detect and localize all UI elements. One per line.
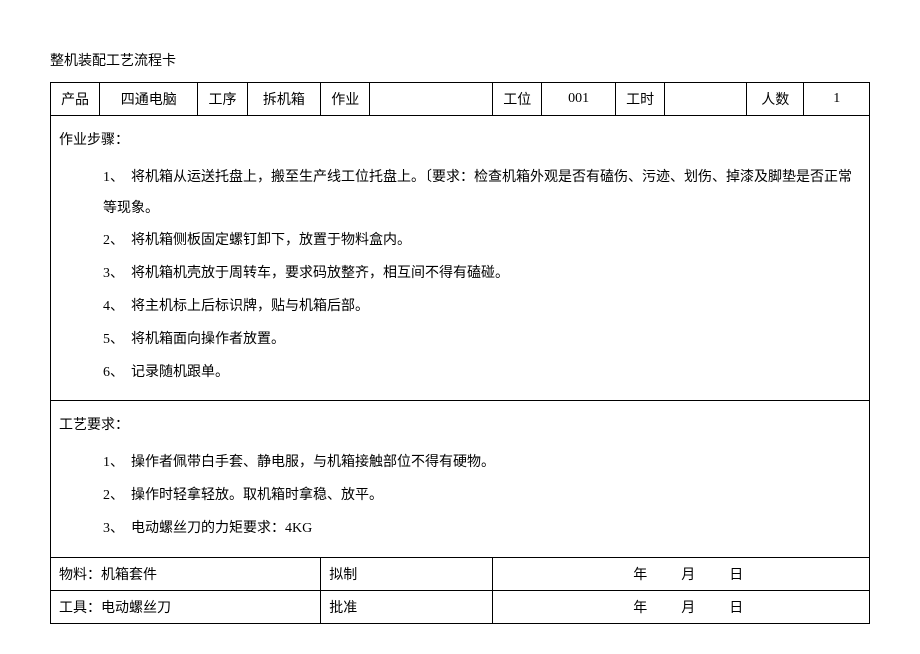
value-operation bbox=[370, 83, 493, 116]
process-card-table: 产品 四通电脑 工序 拆机箱 作业 工位 001 工时 人数 1 作业步骤： 1… bbox=[50, 82, 870, 624]
requirements-row: 工艺要求： 1、操作者佩带白手套、静电服，与机箱接触部位不得有硬物。 2、操作时… bbox=[51, 401, 870, 557]
label-workhour: 工时 bbox=[616, 83, 665, 116]
list-item: 3、将机箱机壳放于周转车，要求码放整齐，相互间不得有磕碰。 bbox=[99, 259, 861, 290]
requirements-heading: 工艺要求： bbox=[59, 411, 861, 442]
step-text: 将机箱机壳放于周转车，要求码放整齐，相互间不得有磕碰。 bbox=[131, 266, 509, 281]
list-item: 5、将机箱面向操作者放置。 bbox=[99, 325, 861, 356]
list-item: 1、将机箱从运送托盘上，搬至生产线工位托盘上。〔要求：检查机箱外观是否有磕伤、污… bbox=[99, 163, 861, 225]
header-row: 产品 四通电脑 工序 拆机箱 作业 工位 001 工时 人数 1 bbox=[51, 83, 870, 116]
approved-date: 年 月 日 bbox=[493, 590, 870, 623]
value-workhour bbox=[665, 83, 747, 116]
list-item: 3、电动螺丝刀的力矩要求：4KG bbox=[99, 514, 861, 545]
steps-list: 1、将机箱从运送托盘上，搬至生产线工位托盘上。〔要求：检查机箱外观是否有磕伤、污… bbox=[59, 163, 861, 389]
materials-cell: 物料：机箱套件 bbox=[51, 557, 321, 590]
materials-row: 物料：机箱套件 拟制 年 月 日 bbox=[51, 557, 870, 590]
steps-section: 作业步骤： 1、将机箱从运送托盘上，搬至生产线工位托盘上。〔要求：检查机箱外观是… bbox=[51, 116, 870, 401]
step-text: 将机箱侧板固定螺钉卸下，放置于物料盒内。 bbox=[131, 233, 411, 248]
step-text: 将机箱从运送托盘上，搬至生产线工位托盘上。〔要求：检查机箱外观是否有磕伤、污迹、… bbox=[103, 170, 852, 216]
list-item: 6、记录随机跟单。 bbox=[99, 358, 861, 389]
label-operation: 作业 bbox=[321, 83, 370, 116]
label-product: 产品 bbox=[51, 83, 100, 116]
step-text: 将机箱面向操作者放置。 bbox=[131, 332, 285, 347]
req-text: 电动螺丝刀的力矩要求：4KG bbox=[131, 521, 312, 536]
value-station: 001 bbox=[542, 83, 616, 116]
tools-cell: 工具：电动螺丝刀 bbox=[51, 590, 321, 623]
page-title: 整机装配工艺流程卡 bbox=[50, 50, 870, 70]
step-text: 记录随机跟单。 bbox=[131, 365, 229, 380]
list-item: 2、将机箱侧板固定螺钉卸下，放置于物料盒内。 bbox=[99, 226, 861, 257]
list-item: 4、将主机标上后标识牌，贴与机箱后部。 bbox=[99, 292, 861, 323]
requirements-list: 1、操作者佩带白手套、静电服，与机箱接触部位不得有硬物。 2、操作时轻拿轻放。取… bbox=[59, 448, 861, 544]
steps-row: 作业步骤： 1、将机箱从运送托盘上，搬至生产线工位托盘上。〔要求：检查机箱外观是… bbox=[51, 116, 870, 401]
tools-row: 工具：电动螺丝刀 批准 年 月 日 bbox=[51, 590, 870, 623]
list-item: 2、操作时轻拿轻放。取机箱时拿稳、放平。 bbox=[99, 481, 861, 512]
value-people: 1 bbox=[804, 83, 870, 116]
drafted-date: 年 月 日 bbox=[493, 557, 870, 590]
value-process: 拆机箱 bbox=[247, 83, 321, 116]
label-people: 人数 bbox=[747, 83, 804, 116]
req-text: 操作者佩带白手套、静电服，与机箱接触部位不得有硬物。 bbox=[131, 455, 495, 470]
drafted-label: 拟制 bbox=[321, 557, 493, 590]
req-text: 操作时轻拿轻放。取机箱时拿稳、放平。 bbox=[131, 488, 383, 503]
step-text: 将主机标上后标识牌，贴与机箱后部。 bbox=[131, 299, 369, 314]
requirements-section: 工艺要求： 1、操作者佩带白手套、静电服，与机箱接触部位不得有硬物。 2、操作时… bbox=[51, 401, 870, 557]
approved-label: 批准 bbox=[321, 590, 493, 623]
value-product: 四通电脑 bbox=[100, 83, 198, 116]
steps-heading: 作业步骤： bbox=[59, 126, 861, 157]
list-item: 1、操作者佩带白手套、静电服，与机箱接触部位不得有硬物。 bbox=[99, 448, 861, 479]
label-station: 工位 bbox=[493, 83, 542, 116]
label-process: 工序 bbox=[198, 83, 247, 116]
